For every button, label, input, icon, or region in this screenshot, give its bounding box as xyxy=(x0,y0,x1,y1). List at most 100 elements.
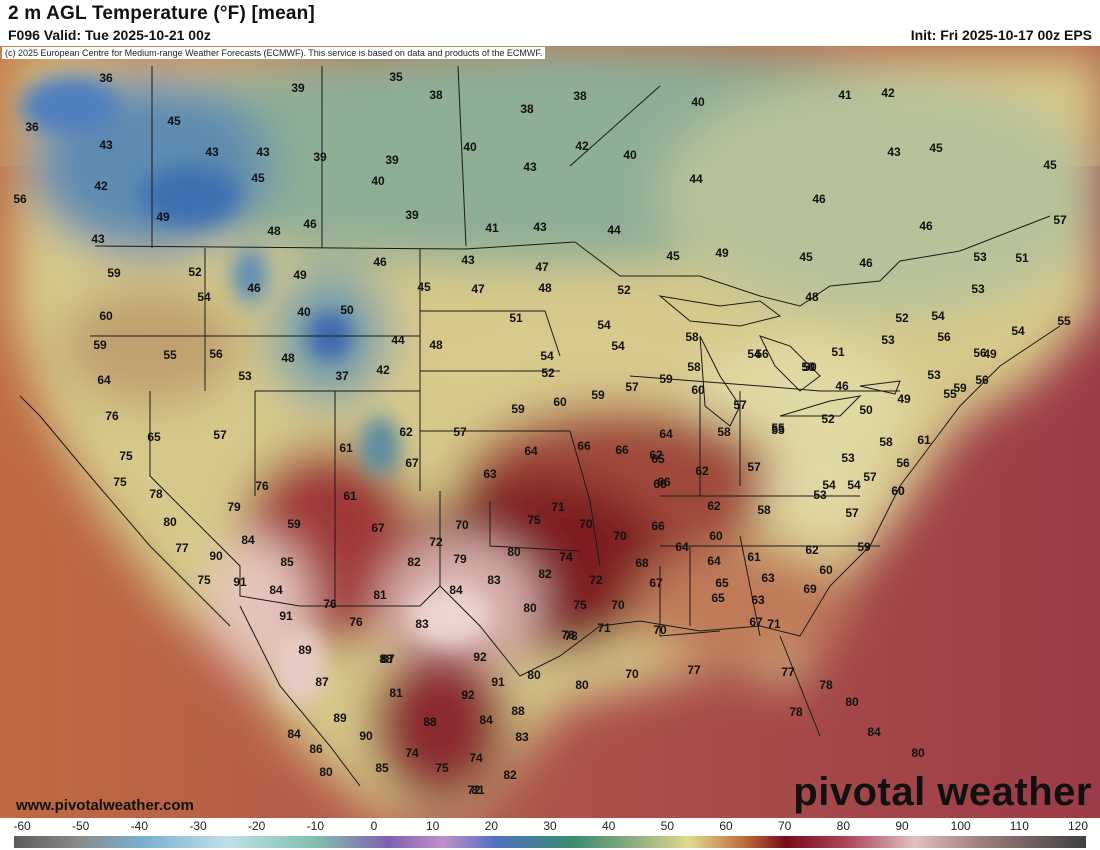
temperature-value: 61 xyxy=(747,550,761,564)
temperature-value: 92 xyxy=(461,688,475,702)
temperature-value: 43 xyxy=(205,145,219,159)
temperature-value: 72 xyxy=(589,573,603,587)
temperature-value: 64 xyxy=(524,444,538,458)
temperature-value: 57 xyxy=(1053,213,1067,227)
temperature-value: 54 xyxy=(931,309,945,323)
temperature-value: 86 xyxy=(309,742,323,756)
website-link[interactable]: www.pivotalweather.com xyxy=(16,797,194,814)
temperature-value: 77 xyxy=(687,663,701,677)
temperature-value: 55 xyxy=(163,348,177,362)
temperature-value: 42 xyxy=(376,363,390,377)
temperature-value: 75 xyxy=(435,761,449,775)
temperature-value: 51 xyxy=(509,311,523,325)
temperature-value: 43 xyxy=(461,253,475,267)
map-title: 2 m AGL Temperature (°F) [mean] xyxy=(8,3,315,24)
temperature-value: 42 xyxy=(575,139,589,153)
temperature-map[interactable]: 36 36 45 43 42 56 49 43 43 43 45 39 39 35 38 38 38 39 40 39… xyxy=(0,46,1100,818)
temperature-value: 75 xyxy=(573,598,587,612)
temperature-value: 66 xyxy=(653,477,667,491)
temperature-value: 61 xyxy=(343,489,357,503)
temperature-value: 80 xyxy=(527,668,541,682)
temperature-value: 48 xyxy=(267,224,281,238)
temperature-value: 80 xyxy=(523,601,537,615)
temperature-value: 54 xyxy=(597,318,611,332)
temperature-value: 53 xyxy=(881,333,895,347)
temperature-value: 78 xyxy=(149,487,163,501)
temperature-value: 47 xyxy=(471,282,485,296)
temperature-value: 91 xyxy=(491,675,505,689)
temperature-value: 55 xyxy=(1057,314,1071,328)
temperature-value: 81 xyxy=(471,783,485,797)
temperature-value: 56 xyxy=(13,192,27,206)
temperature-value: 59 xyxy=(93,338,107,352)
temperature-value: 44 xyxy=(689,172,703,186)
temperature-value: 70 xyxy=(613,529,627,543)
temperature-value: 57 xyxy=(733,398,747,412)
temperature-value: 61 xyxy=(917,433,931,447)
colorbar-gradient xyxy=(14,836,1086,848)
colorbar-tick: -30 xyxy=(189,819,207,833)
temperature-value: 92 xyxy=(473,650,487,664)
temperature-value: 56 xyxy=(973,346,987,360)
temperature-value: 67 xyxy=(649,576,663,590)
temperature-value: 64 xyxy=(659,427,673,441)
temperature-value: 81 xyxy=(389,686,403,700)
colorbar-tick: 70 xyxy=(777,819,792,833)
temperature-value: 79 xyxy=(453,552,467,566)
temperature-value: 46 xyxy=(303,217,317,231)
temperature-value: 83 xyxy=(515,730,529,744)
temperature-value: 53 xyxy=(238,369,252,383)
temperature-value: 70 xyxy=(455,518,469,532)
colorbar-tick: -20 xyxy=(247,819,266,833)
temperature-value: 61 xyxy=(339,441,353,455)
temperature-value: 53 xyxy=(927,368,941,382)
temperature-value: 88 xyxy=(511,704,525,718)
temperature-value: 48 xyxy=(429,338,443,352)
temperature-value: 53 xyxy=(971,282,985,296)
temperature-value: 45 xyxy=(666,249,680,263)
temperature-value: 82 xyxy=(503,768,517,782)
temperature-value: 43 xyxy=(99,138,113,152)
temperature-value: 87 xyxy=(315,675,329,689)
temperature-value: 64 xyxy=(675,540,689,554)
temperature-value: 80 xyxy=(507,545,521,559)
temperature-value: 57 xyxy=(453,425,467,439)
temperature-value: 66 xyxy=(657,475,671,489)
temperature-value: 78 xyxy=(819,678,833,692)
temperature-value: 60 xyxy=(709,529,723,543)
temperature-value: 39 xyxy=(291,81,305,95)
temperature-value: 46 xyxy=(859,256,873,270)
temperature-value: 70 xyxy=(625,667,639,681)
temperature-value: 60 xyxy=(99,309,113,323)
temperature-value: 43 xyxy=(256,145,270,159)
colorbar-tick: 110 xyxy=(1009,819,1029,833)
init-time: Init: Fri 2025-10-17 00z EPS xyxy=(910,27,1092,43)
temperature-value: 69 xyxy=(803,582,817,596)
temperature-value: 75 xyxy=(119,449,133,463)
temperature-value: 64 xyxy=(707,554,721,568)
temperature-value: 58 xyxy=(685,330,699,344)
temperature-value: 54 xyxy=(747,347,761,361)
temperature-value: 53 xyxy=(973,250,987,264)
colorbar-tick: 50 xyxy=(660,819,675,833)
temperature-value: 48 xyxy=(281,351,295,365)
brand-logo: pivotal weather xyxy=(793,770,1092,814)
temperature-value: 84 xyxy=(287,727,301,741)
temperature-value: 63 xyxy=(751,593,765,607)
temperature-value: 59 xyxy=(857,540,871,554)
temperature-value: 40 xyxy=(463,140,477,154)
temperature-value: 60 xyxy=(691,383,705,397)
temperature-value: 88 xyxy=(423,715,437,729)
temperature-value: 42 xyxy=(94,179,108,193)
temperature-value: 56 xyxy=(896,456,910,470)
temperature-value: 80 xyxy=(845,695,859,709)
temperature-value: 76 xyxy=(255,479,269,493)
temperature-value: 38 xyxy=(573,89,587,103)
temperature-value: 70 xyxy=(611,598,625,612)
temperature-value: 50 xyxy=(801,360,815,374)
temperature-value: 62 xyxy=(707,499,721,513)
temperature-value: 38 xyxy=(429,88,443,102)
temperature-value: 67 xyxy=(749,615,763,629)
temperature-value: 50 xyxy=(859,403,873,417)
temperature-value: 66 xyxy=(651,519,665,533)
